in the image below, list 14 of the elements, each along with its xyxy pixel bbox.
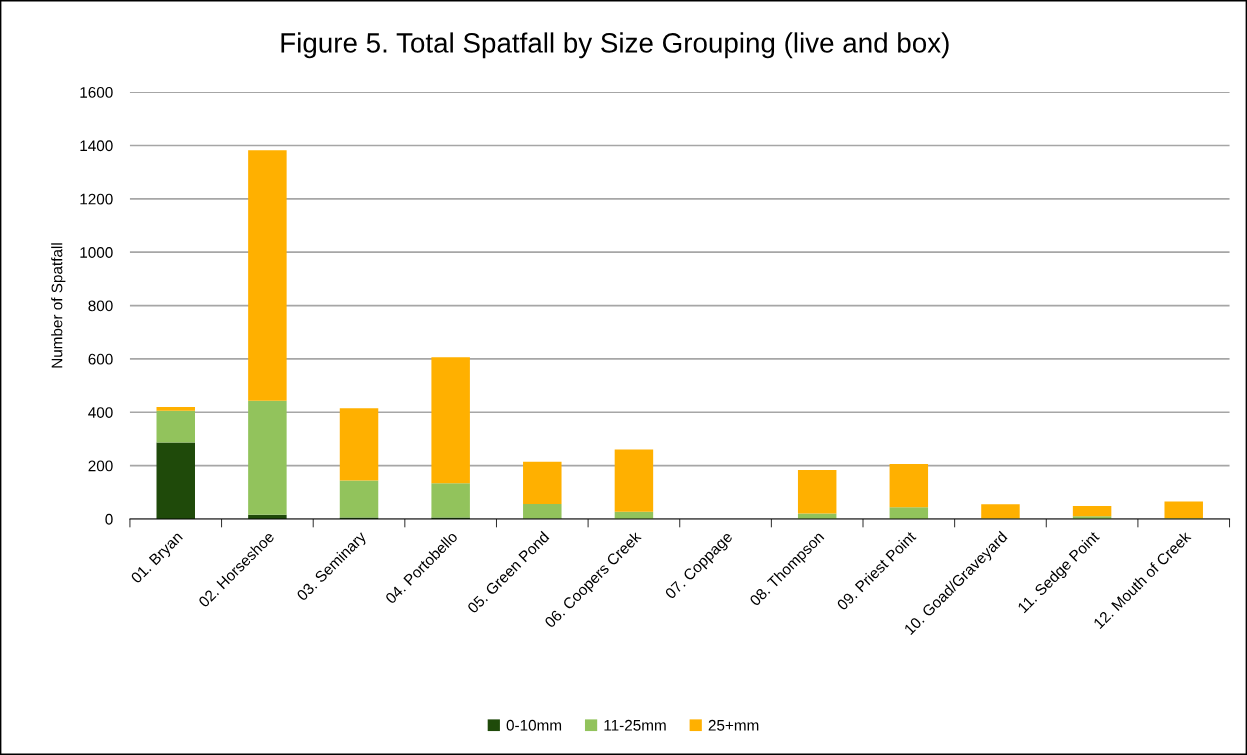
y-tick-label: 1200 [80,193,113,205]
y-tick-label: 1000 [80,247,113,258]
legend-label: 25+mm [708,719,759,731]
y-tick-label: 800 [88,300,113,312]
y-axis-title: Number of Spatfall [51,243,66,368]
legend-label: 11-25mm [604,719,666,731]
y-tick-label: 200 [88,460,113,472]
y-tick-label: 1400 [80,140,113,152]
y-tick-label: 0 [105,513,113,525]
y-tick-label: 600 [88,353,113,365]
legend-label: 0-10mm [506,719,562,731]
y-tick-label: 1600 [80,86,113,98]
chart-title: Figure 5. Total Spatfall by Size Grouping (live and box) [281,32,949,59]
y-tick-label: 400 [88,407,113,418]
